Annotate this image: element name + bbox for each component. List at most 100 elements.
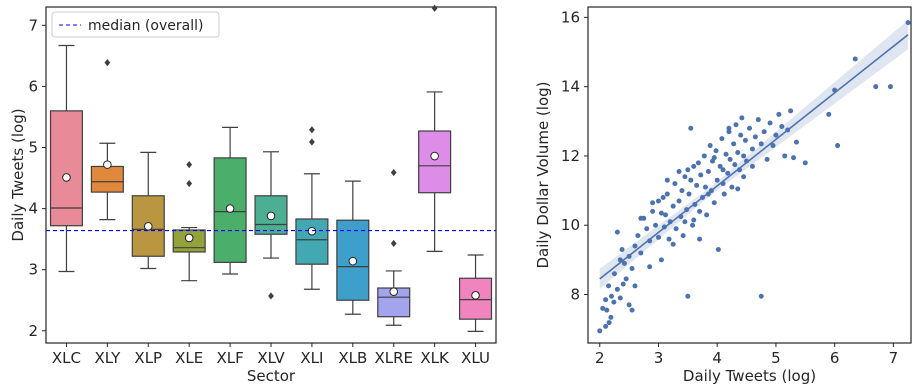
scatter-point (691, 163, 697, 169)
scatter-point (733, 122, 739, 128)
y-tick-label: 12 (561, 147, 580, 165)
legend: median (overall) (51, 11, 220, 38)
x-tick-label: XLY (94, 349, 121, 367)
scatter-point (691, 217, 697, 223)
y-tick-label: 6 (28, 77, 38, 95)
scatter-point (727, 156, 733, 162)
x-tick-label: XLRE (374, 349, 413, 367)
scatter-point (620, 281, 626, 287)
scatter-point (629, 307, 635, 313)
scatter-point (720, 167, 726, 173)
y-tick-label: 4 (28, 200, 38, 218)
scatter-point (726, 129, 732, 135)
scatter-point (701, 153, 707, 159)
box-xlf (213, 157, 247, 263)
scatter-point (731, 141, 737, 147)
outlier-marker (186, 179, 193, 188)
scatter-point (600, 305, 606, 311)
scatter-point (617, 295, 623, 301)
scatter-point (664, 191, 670, 197)
scatter-point (773, 132, 779, 138)
scatter-point (603, 323, 609, 329)
scatter-point (660, 195, 666, 201)
scatter-point (658, 210, 664, 216)
scatter-point (826, 111, 832, 117)
scatter-point (629, 266, 635, 272)
mean-marker (143, 222, 153, 231)
x-tick-label: 3 (654, 349, 664, 367)
mean-marker (266, 211, 276, 221)
mean-marker (348, 256, 358, 266)
scatter-point (779, 124, 785, 130)
scatter-point (632, 243, 638, 249)
scatter-point (682, 219, 688, 225)
outlier-marker (104, 58, 111, 67)
scatter-point (688, 125, 694, 131)
scatter-point (695, 160, 701, 166)
legend-box (51, 11, 220, 38)
y-axis-label: Daily Dollar Volume (log) (534, 81, 552, 268)
confidence-band (599, 20, 909, 289)
y-tick-label: 10 (561, 216, 580, 234)
scatter-point (758, 293, 764, 299)
scatter-point (729, 184, 735, 190)
scatter-point (672, 181, 678, 187)
outlier-marker (309, 138, 315, 146)
scatter-point (758, 141, 764, 147)
scatter-point (606, 283, 612, 289)
x-tick-label: 7 (889, 349, 899, 367)
mean-marker (471, 291, 480, 300)
scatter-point (764, 156, 770, 162)
scatter-point (782, 153, 788, 159)
mean-marker (184, 233, 194, 243)
scatter-point (873, 84, 879, 90)
scatter-point (697, 236, 703, 242)
scatter-point (735, 186, 741, 192)
scatter-point (621, 260, 627, 266)
scatter-point (608, 314, 614, 320)
outlier-marker (186, 161, 193, 169)
scatter-point (650, 200, 656, 206)
scatter-point (755, 117, 761, 123)
mean-marker (62, 173, 71, 182)
mean-marker (225, 204, 235, 213)
x-tick-label: XLV (257, 349, 285, 367)
scatter-point (673, 226, 679, 232)
y-tick-label: 16 (561, 8, 580, 26)
scatter-point (685, 167, 691, 173)
x-tick-label: XLP (134, 349, 162, 367)
scatter-point (741, 174, 747, 180)
regression-line (599, 34, 909, 280)
scatter-point (739, 115, 745, 121)
box-xly (90, 165, 124, 193)
scatter-point (705, 169, 711, 175)
scatter-point (735, 149, 741, 155)
scatter-point (725, 170, 731, 176)
scatter-point (655, 198, 661, 204)
scatter-point (711, 155, 717, 161)
scatter-point (638, 250, 644, 256)
scatter-point (752, 134, 758, 140)
scatter-point (704, 212, 710, 218)
scatter-point (632, 283, 638, 289)
legend-label: median (overall) (88, 18, 203, 34)
scatter-point (603, 297, 609, 303)
scatter-point (732, 162, 738, 168)
outlier-marker (390, 168, 397, 177)
scatter-point (721, 191, 727, 197)
scatter-point (676, 198, 682, 204)
scatter-point (626, 302, 632, 308)
scatter-point (713, 148, 719, 154)
scatter-point (835, 143, 841, 149)
scatter-point (776, 111, 782, 117)
x-tick-label: XLB (338, 349, 367, 367)
scatter-point (749, 163, 755, 169)
scatter-point (655, 234, 661, 240)
scatter-point (647, 264, 653, 270)
scatter-point (676, 169, 682, 175)
scatter-point (694, 182, 700, 188)
scatter-point (611, 271, 617, 277)
scatter-point (770, 143, 776, 149)
outlier-marker (309, 126, 315, 134)
scatter-point (658, 257, 664, 263)
